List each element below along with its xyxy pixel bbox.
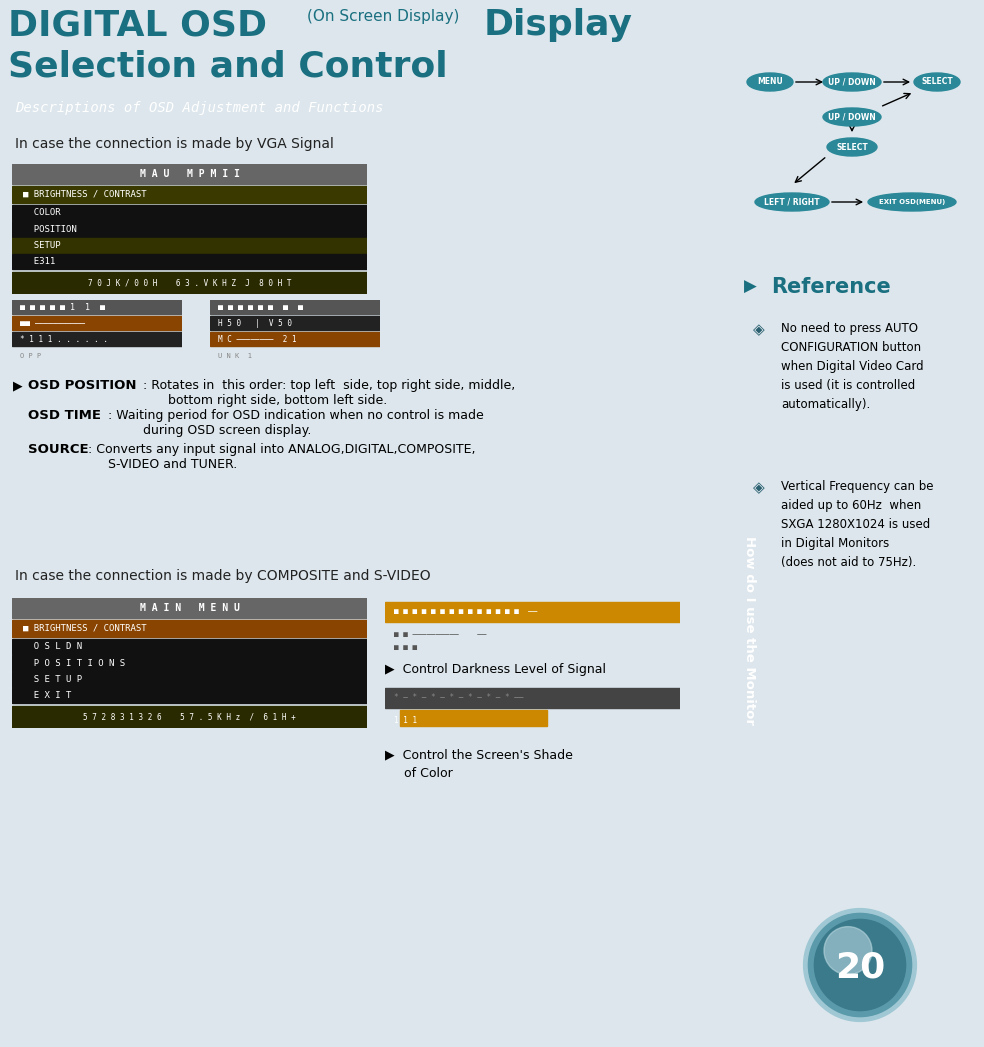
Bar [12,272,367,294]
Text: ▶: ▶ [13,379,23,392]
Ellipse shape [827,138,877,156]
Bar [12,185,367,203]
Text: In case the connection is made by COMPOSITE and S-VIDEO: In case the connection is made by COMPOS… [15,569,431,583]
Text: SELECT: SELECT [921,77,953,87]
Text: ◈: ◈ [753,481,765,495]
Text: : Waiting period for OSD indication when no control is made: : Waiting period for OSD indication when… [108,409,484,422]
Text: ■ ■ ——————————    ——: ■ ■ —————————— —— [394,630,486,640]
Ellipse shape [747,73,793,91]
Bar [12,316,182,331]
Text: : Rotates in  this order: top left  side, top right side, middle,: : Rotates in this order: top left side, … [143,379,516,392]
Ellipse shape [755,193,829,211]
Text: Display: Display [483,8,632,42]
Bar [210,300,380,314]
Text: COLOR: COLOR [23,208,60,217]
Bar [12,300,182,314]
Text: 5 7 2 8 3 1 3 2 6    5 7 . 5 K H z  /  6 1 H +: 5 7 2 8 3 1 3 2 6 5 7 . 5 K H z / 6 1 H … [83,713,296,721]
Text: * — * — * — * — * — * — * ——: * — * — * — * — * — * — * —— [394,693,523,703]
Text: SELECT: SELECT [836,142,868,152]
Text: bottom right side, bottom left side.: bottom right side, bottom left side. [168,394,388,407]
Ellipse shape [914,73,960,91]
Text: U N K  1: U N K 1 [218,353,253,359]
Text: Selection and Control: Selection and Control [8,49,448,84]
Text: during OSD screen display.: during OSD screen display. [143,424,311,437]
Text: In case the connection is made by VGA Signal: In case the connection is made by VGA Si… [15,137,334,151]
Text: ■ ■ ■ ■ ■ ■  ■  ■: ■ ■ ■ ■ ■ ■ ■ ■ [218,303,303,312]
Bar [400,710,547,727]
Bar [12,205,367,220]
Text: S E T U P: S E T U P [23,674,82,684]
Text: : Converts any input signal into ANALOG,DIGITAL,COMPOSITE,: : Converts any input signal into ANALOG,… [88,443,475,456]
Text: SETUP: SETUP [23,241,60,250]
Text: ▶  Control the Screen's Shade: ▶ Control the Screen's Shade [385,749,573,762]
Bar [385,602,680,622]
Bar [12,688,367,704]
Bar [12,620,367,637]
Text: (On Screen Display): (On Screen Display) [307,9,460,24]
Text: EXIT OSD(MENU): EXIT OSD(MENU) [879,199,945,205]
Bar [12,639,367,654]
Text: How do I use the Monitor: How do I use the Monitor [743,535,756,725]
Text: 1 1 1: 1 1 1 [394,716,417,726]
Text: ▶  Control Darkness Level of Signal: ▶ Control Darkness Level of Signal [385,664,606,676]
Text: DIGITAL OSD: DIGITAL OSD [8,8,267,42]
Text: UP / DOWN: UP / DOWN [829,112,876,121]
Text: ◈: ◈ [753,322,765,337]
Circle shape [824,927,872,975]
Text: ■■ ——————————: ■■ —————————— [21,318,86,328]
Bar [12,221,367,237]
Text: ■ ■ ■ ■ ■ ■ ■ ■ ■ ■ ■ ■ ■ ■  ——: ■ ■ ■ ■ ■ ■ ■ ■ ■ ■ ■ ■ ■ ■ —— [394,607,537,617]
Text: POSITION: POSITION [23,224,77,233]
Text: Vertical Frequency can be
aided up to 60Hz  when
SXGA 1280X1024 is used
in Digit: Vertical Frequency can be aided up to 60… [781,481,934,570]
Circle shape [815,919,905,1010]
Text: ■ ■ ■: ■ ■ ■ [394,643,417,652]
Circle shape [804,909,916,1022]
Text: E X I T: E X I T [23,691,71,700]
Bar [12,655,367,670]
Text: 20: 20 [834,951,886,984]
Text: P O S I T I O N S: P O S I T I O N S [23,659,125,668]
Text: ■ BRIGHTNESS / CONTRAST: ■ BRIGHTNESS / CONTRAST [23,190,147,199]
Text: MENU: MENU [757,77,783,87]
Text: ▶: ▶ [744,279,757,296]
Ellipse shape [823,73,881,91]
Text: UP / DOWN: UP / DOWN [829,77,876,87]
Text: O S L D N: O S L D N [23,642,82,651]
Text: S-VIDEO and TUNER.: S-VIDEO and TUNER. [108,458,237,471]
Text: M A I N   M E N U: M A I N M E N U [140,603,239,612]
Text: M C ————————  2 1: M C ———————— 2 1 [218,335,297,343]
Text: SOURCE: SOURCE [28,443,89,456]
Bar [12,238,367,252]
Bar [385,688,680,708]
Text: 7 0 J K / 0 0 H    6 3 . V K H Z  J  8 0 H T: 7 0 J K / 0 0 H 6 3 . V K H Z J 8 0 H T [88,279,291,288]
Text: Reference: Reference [771,277,892,297]
Bar [12,254,367,269]
Bar [12,707,367,728]
Text: O P P: O P P [21,353,41,359]
Bar [210,332,380,347]
Text: E311: E311 [23,257,55,266]
Bar [12,164,367,183]
Ellipse shape [868,193,956,211]
Text: * 1 1 1 . . . . . .: * 1 1 1 . . . . . . [21,335,108,343]
Circle shape [809,913,911,1017]
Bar [210,316,380,331]
Text: ■ BRIGHTNESS / CONTRAST: ■ BRIGHTNESS / CONTRAST [23,624,147,632]
Text: OSD POSITION: OSD POSITION [28,379,137,392]
Text: Descriptions of OSD Adjustment and Functions: Descriptions of OSD Adjustment and Funct… [15,101,384,115]
Bar [12,672,367,687]
Bar [12,598,367,618]
Text: of Color: of Color [404,767,453,780]
Text: M A U   M P M I I: M A U M P M I I [140,169,239,179]
Text: ■ ■ ■ ■ ■ 1  1  ■: ■ ■ ■ ■ ■ 1 1 ■ [21,303,105,312]
Text: OSD TIME: OSD TIME [28,409,101,422]
Ellipse shape [823,108,881,126]
Text: No need to press AUTO
CONFIGURATION button
when Digital Video Card
is used (it i: No need to press AUTO CONFIGURATION butt… [781,322,924,411]
Text: LEFT / RIGHT: LEFT / RIGHT [765,198,820,206]
Text: H 5 0   |  V 5 0: H 5 0 | V 5 0 [218,318,292,328]
Bar [12,332,182,347]
